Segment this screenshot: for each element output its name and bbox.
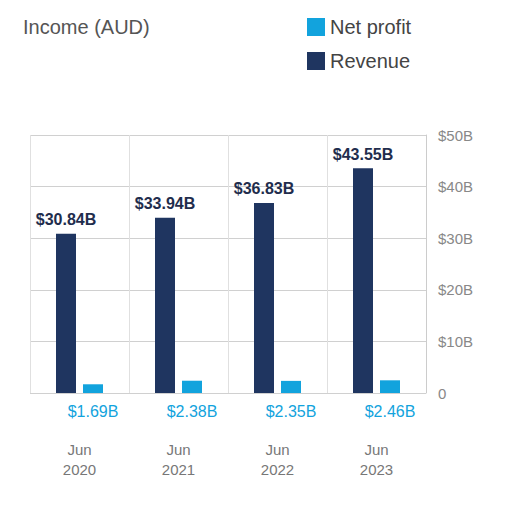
svg-text:$50B: $50B [438, 127, 473, 144]
svg-text:$33.94B: $33.94B [135, 195, 196, 212]
svg-text:Revenue: Revenue [330, 50, 410, 72]
svg-text:2023: 2023 [360, 461, 393, 478]
svg-text:Jun: Jun [265, 441, 289, 458]
svg-text:Jun: Jun [364, 441, 388, 458]
svg-text:$10B: $10B [438, 333, 473, 350]
svg-text:0: 0 [438, 385, 446, 402]
svg-text:$43.55B: $43.55B [333, 146, 394, 163]
svg-text:$2.46B: $2.46B [365, 403, 416, 420]
svg-text:$40B: $40B [438, 178, 473, 195]
svg-text:$36.83B: $36.83B [234, 180, 295, 197]
svg-text:$2.35B: $2.35B [266, 403, 317, 420]
svg-text:2020: 2020 [63, 461, 96, 478]
svg-text:$30B: $30B [438, 230, 473, 247]
svg-text:Net profit: Net profit [330, 16, 412, 38]
svg-text:$20B: $20B [438, 281, 473, 298]
svg-text:$2.38B: $2.38B [167, 403, 218, 420]
svg-text:2022: 2022 [261, 461, 294, 478]
svg-text:Income (AUD): Income (AUD) [23, 16, 150, 38]
svg-text:Jun: Jun [166, 441, 190, 458]
svg-text:$1.69B: $1.69B [68, 403, 119, 420]
svg-text:2021: 2021 [162, 461, 195, 478]
svg-text:$30.84B: $30.84B [36, 211, 97, 228]
svg-text:Jun: Jun [67, 441, 91, 458]
